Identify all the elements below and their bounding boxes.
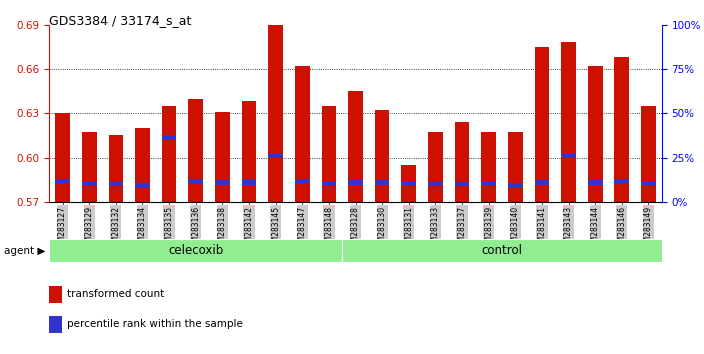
Bar (108, 136, 123, 202)
Bar (401, 165, 416, 202)
Bar (428, 182, 443, 186)
Bar (534, 47, 549, 202)
Bar (561, 42, 576, 202)
Bar (641, 106, 655, 202)
Bar (482, 182, 496, 186)
Bar (56, 113, 70, 202)
Bar (108, 182, 123, 186)
Bar (375, 110, 389, 202)
Text: celecoxib: celecoxib (168, 244, 223, 257)
Bar (82, 132, 96, 202)
Text: percentile rank within the sample: percentile rank within the sample (67, 319, 243, 329)
Bar (135, 128, 150, 202)
Bar (241, 181, 256, 185)
Bar (428, 132, 443, 202)
Bar (322, 106, 337, 202)
Bar (189, 98, 203, 202)
Bar (375, 181, 389, 185)
Bar (588, 181, 603, 185)
Bar (268, 154, 283, 158)
Bar (82, 182, 96, 186)
Bar (482, 132, 496, 202)
Bar (348, 181, 363, 185)
Bar (588, 66, 603, 202)
Bar (56, 179, 70, 183)
Bar (322, 182, 337, 186)
Bar (215, 112, 230, 202)
Bar (534, 181, 549, 185)
Text: control: control (482, 244, 522, 257)
Bar (348, 91, 363, 202)
Bar (215, 181, 230, 185)
Bar (641, 182, 655, 186)
Text: agent ▶: agent ▶ (4, 246, 45, 256)
Bar (268, 25, 283, 202)
Text: GDS3384 / 33174_s_at: GDS3384 / 33174_s_at (49, 14, 191, 27)
Bar (189, 179, 203, 183)
Bar (615, 57, 629, 202)
Bar (401, 182, 416, 186)
Bar (295, 179, 310, 183)
Bar (135, 183, 150, 188)
Bar (455, 182, 470, 186)
Bar (615, 179, 629, 183)
Bar (561, 154, 576, 158)
Bar (508, 183, 522, 188)
Bar (162, 135, 177, 139)
Text: transformed count: transformed count (67, 289, 164, 299)
Bar (295, 66, 310, 202)
Bar (49, 239, 342, 262)
Bar (342, 239, 662, 262)
Bar (241, 102, 256, 202)
Bar (455, 122, 470, 202)
Bar (162, 106, 177, 202)
Bar (508, 132, 522, 202)
